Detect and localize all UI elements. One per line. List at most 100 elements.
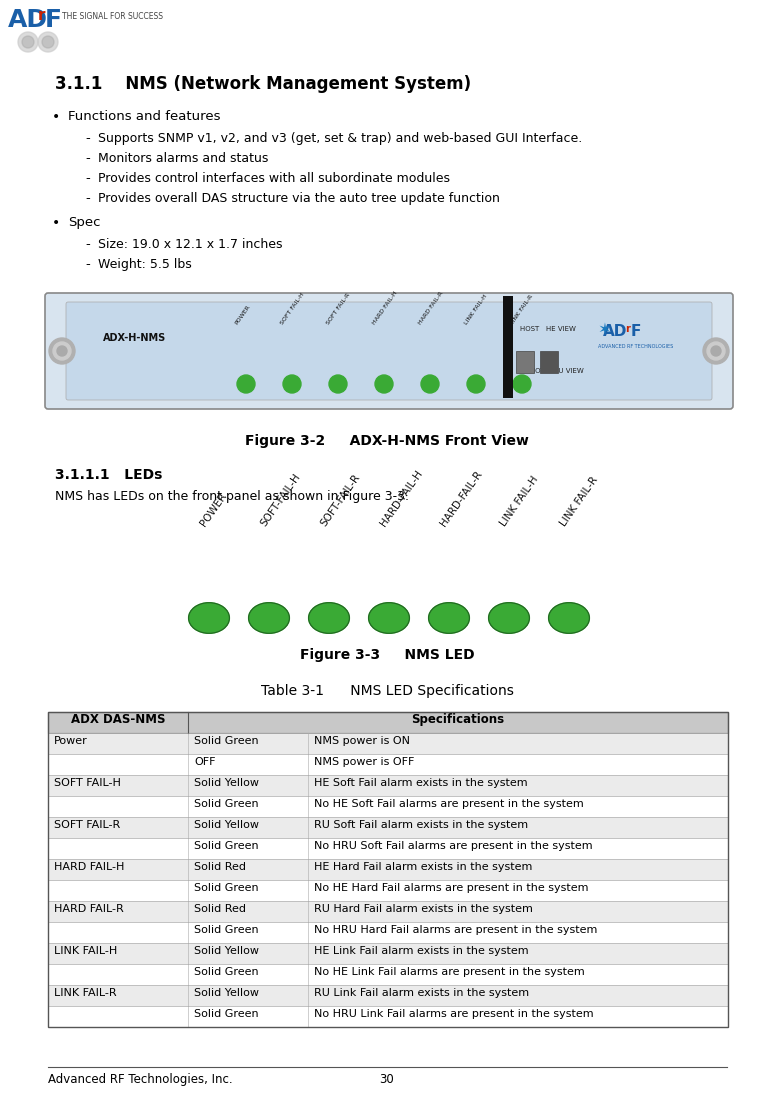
Circle shape — [49, 338, 75, 364]
Text: 30: 30 — [380, 1073, 394, 1086]
Text: LINK FAIL-R: LINK FAIL-R — [510, 295, 534, 326]
Circle shape — [38, 32, 58, 52]
Text: SOFT FAIL-R: SOFT FAIL-R — [54, 820, 120, 830]
Circle shape — [22, 36, 34, 48]
Circle shape — [711, 346, 721, 356]
Text: No HRU Soft Fail alarms are present in the system: No HRU Soft Fail alarms are present in t… — [314, 841, 593, 851]
Bar — [48, 1006, 728, 1026]
Circle shape — [42, 36, 54, 48]
Text: -: - — [85, 152, 90, 165]
Text: No HRU Hard Fail alarms are present in the system: No HRU Hard Fail alarms are present in t… — [314, 925, 598, 935]
Text: ✶: ✶ — [597, 321, 611, 338]
Text: HARD FAIL-R: HARD FAIL-R — [418, 291, 444, 326]
Bar — [48, 901, 728, 922]
Text: LINK FAIL-H: LINK FAIL-H — [54, 946, 117, 956]
Bar — [48, 880, 728, 901]
Ellipse shape — [308, 602, 350, 633]
FancyBboxPatch shape — [66, 302, 712, 400]
Text: r: r — [625, 324, 630, 334]
Bar — [48, 839, 728, 859]
Ellipse shape — [249, 602, 289, 633]
Text: LINK FAIL-R: LINK FAIL-R — [54, 988, 116, 998]
Text: •: • — [52, 217, 60, 230]
Text: SOFT-FAIL-H: SOFT-FAIL-H — [259, 471, 302, 528]
Circle shape — [421, 375, 439, 393]
Text: F: F — [45, 8, 62, 32]
Text: Weight: 5.5 lbs: Weight: 5.5 lbs — [98, 258, 191, 271]
Text: 3.1.1.1   LEDs: 3.1.1.1 LEDs — [55, 468, 163, 482]
Circle shape — [53, 342, 71, 360]
Text: Solid Yellow: Solid Yellow — [194, 778, 259, 788]
Text: Advanced RF Technologies, Inc.: Advanced RF Technologies, Inc. — [48, 1073, 232, 1086]
Text: Figure 3-2     ADX-H-NMS Front View: Figure 3-2 ADX-H-NMS Front View — [245, 434, 529, 448]
Bar — [48, 712, 728, 733]
Text: Spec: Spec — [68, 217, 101, 229]
Text: Table 3-1      NMS LED Specifications: Table 3-1 NMS LED Specifications — [260, 684, 513, 698]
Text: No HE Hard Fail alarms are present in the system: No HE Hard Fail alarms are present in th… — [314, 882, 588, 893]
Text: RU Link Fail alarm exists in the system: RU Link Fail alarm exists in the system — [314, 988, 529, 998]
Text: NMS power is OFF: NMS power is OFF — [314, 757, 415, 767]
Bar — [503, 296, 513, 398]
Text: HARD FAIL-H: HARD FAIL-H — [54, 862, 124, 872]
Text: Solid Green: Solid Green — [194, 1009, 259, 1019]
Text: Size: 19.0 x 12.1 x 1.7 inches: Size: 19.0 x 12.1 x 1.7 inches — [98, 238, 283, 251]
Text: HARD FAIL-R: HARD FAIL-R — [54, 904, 124, 914]
Text: -: - — [85, 238, 90, 251]
Text: SOFT-FAIL-R: SOFT-FAIL-R — [319, 473, 362, 528]
Text: Provides overall DAS structure via the auto tree update function: Provides overall DAS structure via the a… — [98, 192, 500, 206]
Text: ADVANCED RF TECHNOLOGIES: ADVANCED RF TECHNOLOGIES — [598, 344, 673, 349]
Text: LINK FAIL-H: LINK FAIL-H — [499, 475, 541, 528]
Text: Specifications: Specifications — [412, 713, 505, 726]
Text: No HE Link Fail alarms are present in the system: No HE Link Fail alarms are present in th… — [314, 967, 585, 977]
Text: ADX-H-NMS: ADX-H-NMS — [103, 333, 167, 343]
Text: No HE Soft Fail alarms are present in the system: No HE Soft Fail alarms are present in th… — [314, 799, 584, 809]
Ellipse shape — [369, 602, 409, 633]
Text: Figure 3-3     NMS LED: Figure 3-3 NMS LED — [300, 648, 474, 662]
Text: NMS has LEDs on the front panel as shown in Figure 3-3.: NMS has LEDs on the front panel as shown… — [55, 490, 409, 503]
Text: THE SIGNAL FOR SUCCESS: THE SIGNAL FOR SUCCESS — [62, 12, 163, 21]
Text: Monitors alarms and status: Monitors alarms and status — [98, 152, 268, 165]
Text: Solid Yellow: Solid Yellow — [194, 946, 259, 956]
Ellipse shape — [188, 602, 229, 633]
Text: HARD FAIL-H: HARD FAIL-H — [372, 290, 398, 326]
Text: Solid Red: Solid Red — [194, 904, 246, 914]
Ellipse shape — [488, 602, 529, 633]
Bar — [48, 817, 728, 839]
Bar — [48, 985, 728, 1006]
Text: POWER: POWER — [234, 304, 251, 326]
Text: RU Soft Fail alarm exists in the system: RU Soft Fail alarm exists in the system — [314, 820, 528, 830]
Text: SOFT FAIL-H: SOFT FAIL-H — [280, 292, 305, 326]
Circle shape — [707, 342, 725, 360]
Text: Solid Yellow: Solid Yellow — [194, 988, 259, 998]
Bar — [48, 775, 728, 796]
Text: HE Soft Fail alarm exists in the system: HE Soft Fail alarm exists in the system — [314, 778, 528, 788]
Text: Solid Green: Solid Green — [194, 925, 259, 935]
Text: Solid Green: Solid Green — [194, 882, 259, 893]
Text: LINK FAIL-H: LINK FAIL-H — [464, 293, 488, 326]
Text: SOFT FAIL-R: SOFT FAIL-R — [326, 292, 351, 326]
Text: Solid Red: Solid Red — [194, 862, 246, 872]
Circle shape — [329, 375, 347, 393]
Text: HOST   HE VIEW: HOST HE VIEW — [520, 326, 576, 332]
Text: SOFT FAIL-H: SOFT FAIL-H — [54, 778, 121, 788]
Text: F: F — [631, 324, 642, 338]
Text: AD: AD — [603, 324, 628, 338]
Text: Solid Green: Solid Green — [194, 841, 259, 851]
Text: 3.1.1    NMS (Network Management System): 3.1.1 NMS (Network Management System) — [55, 75, 471, 93]
Text: NMS power is ON: NMS power is ON — [314, 736, 410, 746]
Circle shape — [513, 375, 531, 393]
Bar — [48, 712, 728, 1026]
FancyBboxPatch shape — [45, 293, 733, 409]
Text: Solid Green: Solid Green — [194, 736, 259, 746]
Text: Supports SNMP v1, v2, and v3 (get, set & trap) and web-based GUI Interface.: Supports SNMP v1, v2, and v3 (get, set &… — [98, 132, 582, 145]
Text: HE Hard Fail alarm exists in the system: HE Hard Fail alarm exists in the system — [314, 862, 532, 872]
Text: Power: Power — [54, 736, 88, 746]
Text: RU Hard Fail alarm exists in the system: RU Hard Fail alarm exists in the system — [314, 904, 533, 914]
Text: OFF: OFF — [194, 757, 215, 767]
Text: Solid Green: Solid Green — [194, 799, 259, 809]
Bar — [540, 351, 558, 373]
Text: -: - — [85, 132, 90, 145]
Bar — [48, 964, 728, 985]
Bar — [48, 859, 728, 880]
Circle shape — [467, 375, 485, 393]
